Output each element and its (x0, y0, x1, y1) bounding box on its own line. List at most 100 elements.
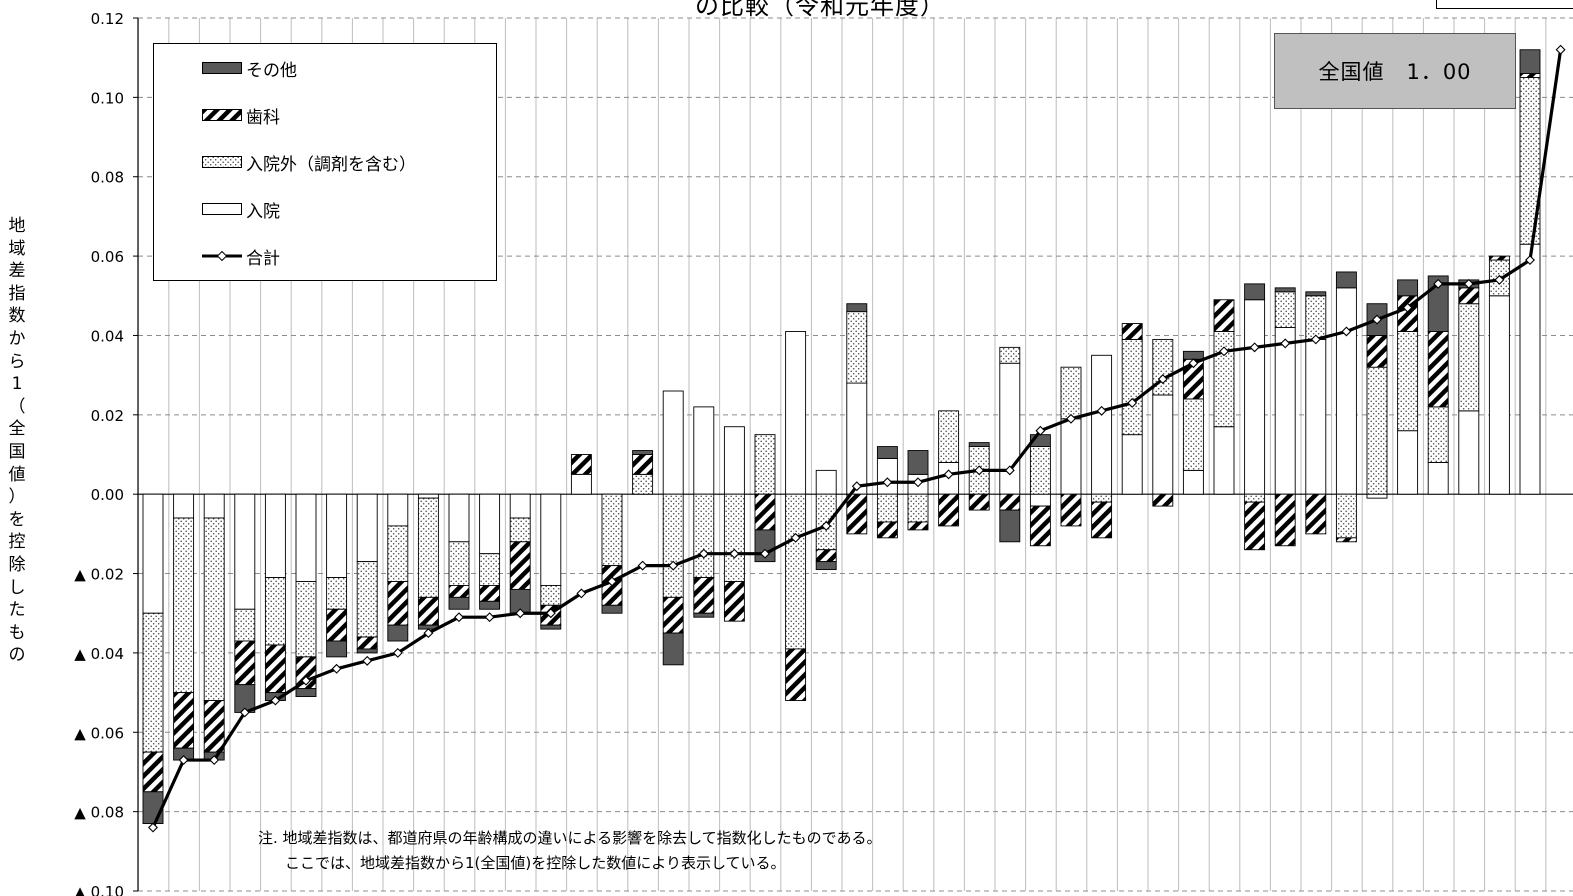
y-tick-label: 0.10 (91, 89, 124, 107)
bar-dental (968, 493, 990, 511)
legend-item-other: その他 (202, 53, 297, 83)
total-marker (1157, 374, 1168, 385)
legend: その他 歯科 入院外（調剤を含む） 入院 合計 (153, 43, 497, 281)
bar-dental (876, 521, 898, 539)
y-axis-label-char: の (8, 645, 26, 666)
bar-outpatient (662, 493, 684, 598)
legend-label-total: 合計 (246, 248, 280, 269)
y-axis-label: 地域差指数から 1 （全国値）を控除したもの (6, 215, 28, 667)
total-marker (209, 755, 220, 766)
bar-dental (234, 640, 256, 686)
bar-outpatient (540, 585, 562, 606)
bar-inpatient (723, 426, 745, 495)
total-marker (1433, 278, 1444, 289)
total-marker (239, 707, 250, 718)
bar-outpatient (1182, 398, 1204, 471)
bar-dental (1366, 335, 1388, 368)
bar-other (387, 624, 409, 642)
bar-inpatient (1488, 295, 1510, 495)
bar-other (876, 446, 898, 459)
bar-outpatient (1274, 291, 1296, 328)
bar-dental (1335, 537, 1357, 543)
bar-outpatient (1305, 295, 1327, 340)
total-marker (1004, 465, 1015, 476)
total-marker (974, 465, 985, 476)
legend-swatch-other (202, 62, 242, 74)
bar-outpatient (479, 553, 501, 586)
bar-dental (356, 636, 378, 650)
bar-dental (326, 608, 348, 642)
bar-other (1305, 291, 1327, 297)
legend-label-outpatient: 入院外（調剤を含む） (246, 154, 416, 175)
bar-inpatient (295, 493, 317, 582)
total-marker (1463, 278, 1474, 289)
bar-dental (417, 596, 439, 626)
bar-inpatient (448, 493, 470, 543)
y-axis-label-char: た (8, 600, 26, 621)
total-marker (760, 548, 770, 559)
y-axis-label-char: ） (8, 487, 26, 508)
bar-dental (1091, 501, 1113, 539)
legend-swatch-total (202, 250, 242, 262)
bar-inpatient (570, 473, 592, 495)
bar-dental (1029, 505, 1051, 547)
y-axis-label-char: し (8, 577, 26, 598)
total-marker (1035, 425, 1046, 436)
y-axis-label-char: 国 (8, 441, 26, 462)
bar-inpatient (1091, 354, 1113, 495)
bar-dental (938, 493, 960, 527)
bar-inpatient (1274, 327, 1296, 495)
bar-inpatient (1519, 243, 1541, 495)
total-marker (1066, 413, 1076, 424)
total-marker (1219, 346, 1229, 357)
bar-outpatient (1458, 303, 1480, 412)
bar-dental (1427, 331, 1449, 408)
bar-other (693, 612, 715, 618)
total-marker (1525, 255, 1535, 266)
bar-other (846, 303, 868, 313)
bar-dental (1152, 493, 1174, 507)
bar-outpatient (1091, 493, 1113, 503)
bar-inpatient (1335, 287, 1357, 495)
total-marker (178, 755, 189, 766)
y-axis-label-char: を (8, 509, 26, 530)
bar-inpatient (387, 493, 409, 527)
bar-dental (1244, 501, 1266, 551)
bar-outpatient (142, 612, 164, 753)
total-marker (484, 612, 495, 623)
bar-inpatient (785, 331, 807, 495)
bar-inpatient (356, 493, 378, 563)
bar-dental (448, 585, 470, 598)
bar-outpatient (1121, 338, 1143, 436)
legend-label-dental: 歯科 (246, 107, 280, 128)
bar-outpatient (1397, 331, 1419, 432)
total-marker (1280, 338, 1291, 349)
chart-title: の比較（令和元年度） (695, 0, 945, 20)
bar-outpatient (417, 497, 439, 598)
bar-inpatient (479, 493, 501, 555)
y-tick-label: 0.02 (91, 407, 124, 425)
total-marker (1310, 334, 1321, 345)
total-marker (698, 548, 709, 559)
bar-other (479, 600, 501, 610)
bar-other (1427, 275, 1449, 332)
bar-inpatient (509, 493, 531, 519)
total-marker (729, 548, 740, 559)
bar-other (662, 632, 684, 666)
bar-other (356, 648, 378, 654)
bar-dental (1488, 255, 1510, 261)
bar-dental (1305, 493, 1327, 535)
bar-outpatient (509, 517, 531, 543)
bar-outpatient (1244, 493, 1266, 503)
y-tick-label: 0.06 (91, 248, 124, 266)
total-marker (270, 695, 281, 706)
total-marker (331, 663, 342, 674)
bar-outpatient (295, 581, 317, 658)
legend-swatch-outpatient (202, 156, 242, 168)
bar-dental (387, 581, 409, 626)
bar-dental (815, 549, 837, 563)
y-axis-label-char: か (8, 328, 26, 349)
bar-dental (1274, 493, 1296, 547)
total-marker (1372, 314, 1382, 325)
legend-label-inpatient: 入院 (246, 201, 280, 222)
